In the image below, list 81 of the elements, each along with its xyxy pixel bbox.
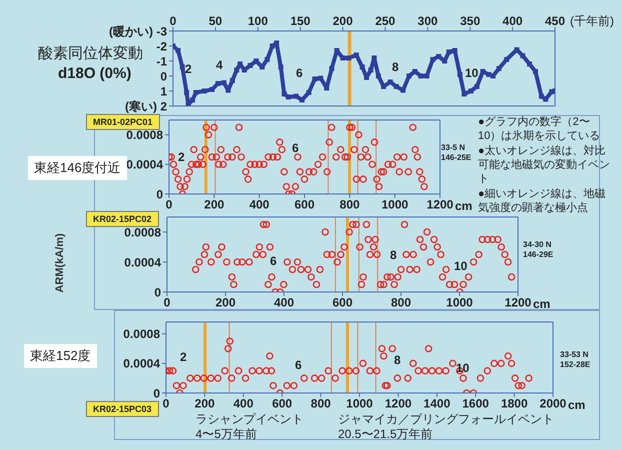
y-tick-label: 0.0004	[123, 356, 160, 371]
band-label: ジャマイカ／ブリングフォールイベント 20.5〜21.5万年前	[338, 412, 554, 441]
x-tick-label: 600	[272, 396, 292, 411]
y-tick-label: 0	[156, 187, 164, 202]
annotation: 2	[178, 150, 185, 164]
text: ●グラフ内の数字（2〜10）は氷期を示している	[478, 116, 602, 144]
y-tick-label: 0	[160, 69, 168, 84]
x-tick-label: 400	[233, 396, 254, 411]
x-tick-label: 0	[170, 14, 177, 28]
y-tick-label: 1	[160, 84, 168, 98]
y-tick-label: (寒い) 2	[125, 99, 168, 114]
text: ●細いオレンジ線は、地磁気強度の顕著な極小点	[478, 188, 607, 216]
x-tick-label: 200	[204, 198, 224, 212]
annotation: 10	[454, 259, 468, 273]
x-tick-label: 600	[332, 296, 353, 310]
x-tick-label: 2000	[540, 396, 567, 411]
x-tick-label: 1400	[424, 396, 451, 411]
y-tick-label: 0	[154, 285, 162, 300]
y-tick-label: -1	[156, 54, 168, 68]
y-tick-label: 0.0008	[126, 128, 164, 142]
y-axis-title: ARM(kA/m)	[54, 232, 66, 295]
y-tick-label: 0	[153, 386, 160, 400]
annotation: 10	[456, 361, 470, 375]
x-axis-title: (千年前)	[570, 13, 614, 30]
x-tick-label: 400	[274, 296, 294, 310]
annotation: 6	[292, 141, 299, 155]
x-tick-label: 1200	[426, 198, 454, 212]
x-axis-title: cm	[533, 297, 550, 311]
x-tick-label: 200	[332, 14, 354, 28]
chart-title: KR02-15PC02	[86, 211, 159, 227]
text: 酸素同位体変動	[38, 44, 143, 63]
x-tick-label: 200	[194, 396, 216, 411]
chart-title: MR01-02PC01	[86, 114, 160, 130]
annotation: 4	[216, 58, 223, 72]
x-tick-label: 100	[248, 14, 268, 28]
y-tick-label: (暖かい) -3	[109, 24, 168, 38]
x-tick-label: 1000	[446, 296, 474, 310]
x-tick-label: 200	[215, 296, 236, 310]
y-tick-label: 0.0004	[124, 255, 162, 270]
text: KR02-15PC03	[86, 401, 159, 417]
x-tick-label: 800	[310, 396, 332, 411]
x-axis-title: cm	[568, 398, 586, 412]
annotation: 6	[296, 66, 303, 80]
text: 東経146度付近	[28, 156, 127, 180]
x-tick-label: 350	[460, 14, 480, 28]
annotation: 6	[270, 254, 277, 268]
annotation: 10	[465, 66, 478, 80]
x-tick-label: 1000	[381, 198, 409, 212]
x-axis-title: cm	[455, 199, 472, 213]
x-tick-label: 150	[290, 14, 311, 28]
text: d18O (0%)	[58, 64, 132, 84]
x-tick-label: 800	[390, 296, 412, 310]
text: 東経152度	[24, 344, 97, 368]
x-tick-label: 400	[502, 14, 523, 28]
x-tick-label: 1600	[462, 396, 490, 411]
y-tick-label: -2	[156, 39, 168, 54]
x-tick-label: 800	[340, 198, 360, 212]
x-tick-label: 1000	[346, 396, 374, 411]
y-tick-label: 0.0008	[123, 327, 160, 342]
annotation: 8	[390, 248, 397, 262]
text: 33-53 N 152-28E	[560, 350, 590, 371]
x-tick-label: 1200	[504, 296, 532, 310]
annotation: 8	[392, 60, 399, 74]
text: ●太いオレンジ線は、対比可能な地磁気の変動イベント	[478, 145, 611, 186]
y-tick-label: 0.0004	[126, 158, 164, 172]
y-tick-label: 0.0008	[124, 225, 162, 240]
text: 33-5 N 146-25E	[441, 143, 472, 164]
text: 34-30 N 146-29E	[523, 240, 554, 261]
x-tick-label: 1200	[384, 396, 412, 411]
annotation: 8	[394, 353, 401, 367]
x-tick-label: 600	[294, 198, 315, 212]
band-label: ラシャンプイベント 4〜5万年前	[196, 412, 304, 441]
annotation: 2	[185, 62, 192, 76]
annotation: 6	[295, 358, 302, 372]
annotation: 2	[180, 350, 187, 364]
x-tick-label: 400	[249, 198, 270, 212]
x-tick-label: 50	[208, 14, 222, 28]
x-tick-label: 1800	[500, 396, 528, 411]
x-tick-label: 450	[544, 14, 566, 28]
x-tick-label: 300	[418, 14, 438, 28]
x-tick-label: 250	[375, 14, 396, 28]
